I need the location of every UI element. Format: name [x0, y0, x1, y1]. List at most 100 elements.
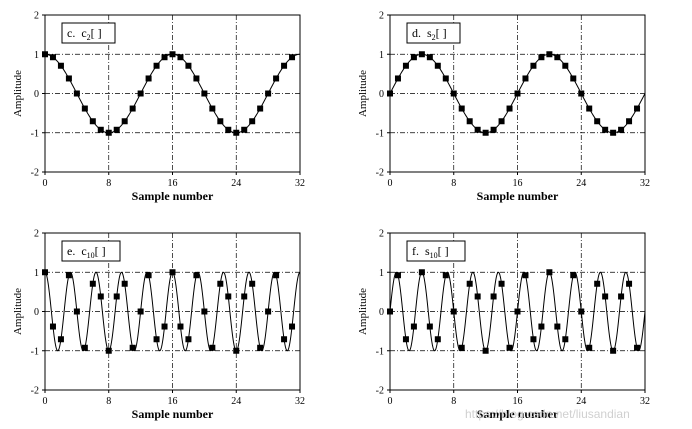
panel-label-box: [61, 240, 121, 262]
sample-point: [153, 336, 160, 343]
sample-point: [113, 293, 120, 300]
sample-point: [546, 269, 553, 276]
y-tick-label: 2: [34, 11, 39, 22]
x-tick-label: 16: [168, 178, 178, 189]
y-tick-label: 0: [34, 307, 39, 318]
sample-point: [121, 118, 128, 125]
y-tick-label: -1: [31, 346, 39, 357]
sample-point: [225, 293, 232, 300]
panel-label-s10: f. s10[ ]: [412, 244, 449, 260]
y-tick-label: 2: [379, 229, 384, 240]
y-tick-label: 2: [379, 11, 384, 22]
sample-point: [394, 272, 401, 279]
x-tick-label: 16: [513, 178, 523, 189]
sample-point: [161, 323, 168, 330]
sample-point: [530, 62, 537, 69]
sample-point: [281, 62, 288, 69]
panel-label-c10: e. c10[ ]: [67, 244, 106, 260]
y-axis-label: Amplitude: [357, 70, 369, 117]
sample-point: [185, 336, 192, 343]
sample-point: [209, 344, 216, 351]
sample-point: [97, 126, 104, 133]
sample-point: [249, 280, 256, 287]
x-axis-label: Sample number: [477, 407, 559, 421]
x-tick-label: 24: [576, 396, 586, 407]
sample-point: [233, 129, 240, 136]
sample-point: [434, 336, 441, 343]
sample-point: [634, 105, 641, 112]
chart-panel: 0 8 16 24 32 2 1 0 -1 -2 Sample number Amplitude c. …: [12, 11, 305, 204]
sample-point: [137, 90, 144, 97]
x-tick-label: 24: [231, 396, 241, 407]
sample-point: [273, 75, 280, 82]
sample-point: [105, 129, 112, 136]
sample-point: [426, 54, 433, 61]
x-axis-label: Sample number: [477, 189, 559, 203]
sample-point: [265, 90, 272, 97]
x-tick-label: 24: [576, 178, 586, 189]
sample-point: [506, 105, 513, 112]
sample-point: [410, 323, 417, 330]
x-axis-label: Sample number: [132, 189, 214, 203]
chart-panel: 0 8 16 24 32 2 1 0 -1 -2 Sample number Amplitude f. …: [357, 229, 650, 422]
x-tick-label: 32: [295, 178, 305, 189]
sample-point: [129, 344, 136, 351]
y-axis-label: Amplitude: [12, 288, 24, 335]
sample-point: [442, 272, 449, 279]
x-tick-label: 8: [451, 396, 456, 407]
sample-point: [121, 280, 128, 287]
x-tick-label: 0: [388, 396, 393, 407]
sample-point: [81, 344, 88, 351]
sample-point: [394, 75, 401, 82]
y-tick-label: 1: [34, 268, 39, 279]
sample-point: [514, 308, 521, 315]
y-tick-label: -2: [31, 168, 39, 179]
sample-point: [410, 54, 417, 61]
sample-point: [570, 75, 577, 82]
sample-point: [177, 323, 184, 330]
sample-point: [562, 336, 569, 343]
sample-point: [193, 272, 200, 279]
sample-point: [201, 90, 208, 97]
sample-point: [450, 308, 457, 315]
sample-point: [217, 280, 224, 287]
sample-point: [145, 272, 152, 279]
sample-point: [402, 336, 409, 343]
sample-point: [506, 344, 513, 351]
sample-point: [594, 118, 601, 125]
sample-point: [49, 54, 56, 61]
x-tick-label: 24: [231, 178, 241, 189]
sample-point: [514, 90, 521, 97]
x-tick-label: 0: [43, 178, 48, 189]
sample-point: [402, 62, 409, 69]
watermark-text: https://blog.csdn.net/liusandian: [465, 407, 630, 421]
y-tick-label: 1: [379, 50, 384, 61]
sample-point: [634, 344, 641, 351]
sample-point: [249, 118, 256, 125]
y-axis-label: Amplitude: [12, 70, 24, 117]
x-tick-label: 8: [106, 178, 111, 189]
sample-point: [530, 336, 537, 343]
sample-point: [289, 323, 296, 330]
sample-point: [217, 118, 224, 125]
sample-point: [442, 75, 449, 82]
sample-point: [618, 293, 625, 300]
sample-point: [257, 344, 264, 351]
sample-point: [225, 126, 232, 133]
sample-point: [89, 280, 96, 287]
sample-point: [578, 308, 585, 315]
sample-point: [626, 280, 633, 287]
sample-point: [618, 126, 625, 133]
sample-point: [586, 105, 593, 112]
sample-point: [81, 105, 88, 112]
sample-point: [145, 75, 152, 82]
sample-point: [193, 75, 200, 82]
y-tick-label: 1: [379, 268, 384, 279]
sample-point: [273, 272, 280, 279]
sample-point: [418, 269, 425, 276]
x-axis-label: Sample number: [132, 407, 214, 421]
sample-point: [450, 90, 457, 97]
sample-point: [177, 54, 184, 61]
sample-point: [113, 126, 120, 133]
sample-point: [594, 280, 601, 287]
